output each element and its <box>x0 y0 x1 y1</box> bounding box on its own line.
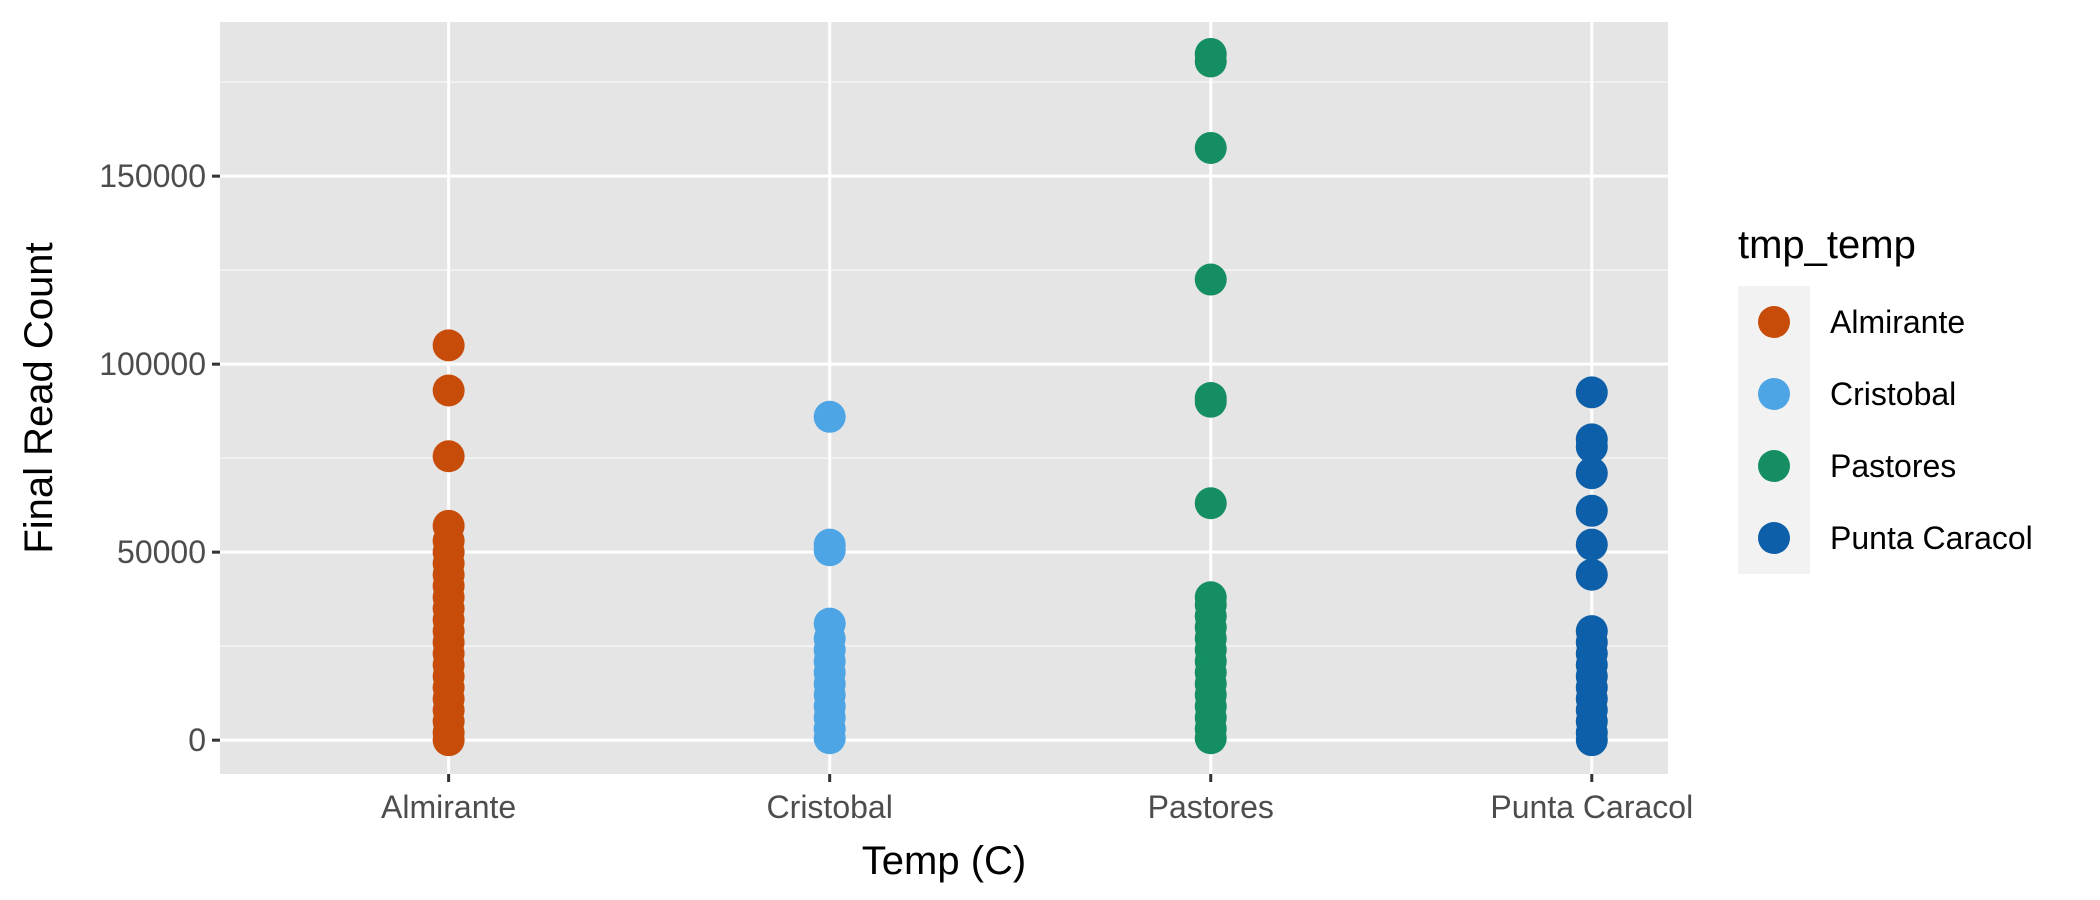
data-point <box>1575 376 1608 409</box>
data-point <box>1575 558 1608 591</box>
x-tick-label: Cristobal <box>767 789 893 825</box>
y-tick-label: 150000 <box>99 158 206 194</box>
data-point <box>813 400 846 433</box>
y-tick-label: 100000 <box>99 346 206 382</box>
data-point <box>432 724 465 757</box>
data-point <box>1575 457 1608 490</box>
data-point <box>432 329 465 362</box>
data-point <box>432 374 465 407</box>
data-point <box>432 440 465 473</box>
legend-label: Almirante <box>1830 304 1965 340</box>
x-tick-label: Punta Caracol <box>1490 789 1693 825</box>
x-axis: Almirante Cristobal Pastores Punta Caracol <box>381 774 1693 825</box>
legend-title: tmp_temp <box>1738 223 1916 267</box>
x-tick-label: Pastores <box>1148 789 1274 825</box>
legend: Almirante Cristobal Pastores Punta Caracol <box>1758 304 2033 556</box>
data-point <box>1575 528 1608 561</box>
legend-key <box>1758 450 1790 482</box>
data-point <box>1575 430 1608 463</box>
legend-key <box>1758 522 1790 554</box>
data-point <box>1194 263 1227 296</box>
legend-label: Pastores <box>1830 448 1956 484</box>
data-point <box>1575 724 1608 757</box>
y-axis: 0 50000 100000 150000 <box>99 158 220 758</box>
y-tick-label: 0 <box>188 722 206 758</box>
y-axis-title: Final Read Count <box>17 242 61 553</box>
data-point <box>813 534 846 567</box>
data-point <box>1575 494 1608 527</box>
data-points <box>432 37 1608 757</box>
data-point <box>813 722 846 755</box>
x-axis-title: Temp (C) <box>862 839 1026 883</box>
legend-label: Punta Caracol <box>1830 520 2033 556</box>
data-point <box>1194 385 1227 418</box>
data-point <box>1194 722 1227 755</box>
data-point <box>1194 131 1227 164</box>
y-tick-label: 50000 <box>117 534 206 570</box>
data-point <box>1194 487 1227 520</box>
legend-label: Cristobal <box>1830 376 1956 412</box>
legend-key <box>1758 378 1790 410</box>
legend-key <box>1758 306 1790 338</box>
data-point <box>1194 45 1227 78</box>
x-tick-label: Almirante <box>381 789 516 825</box>
